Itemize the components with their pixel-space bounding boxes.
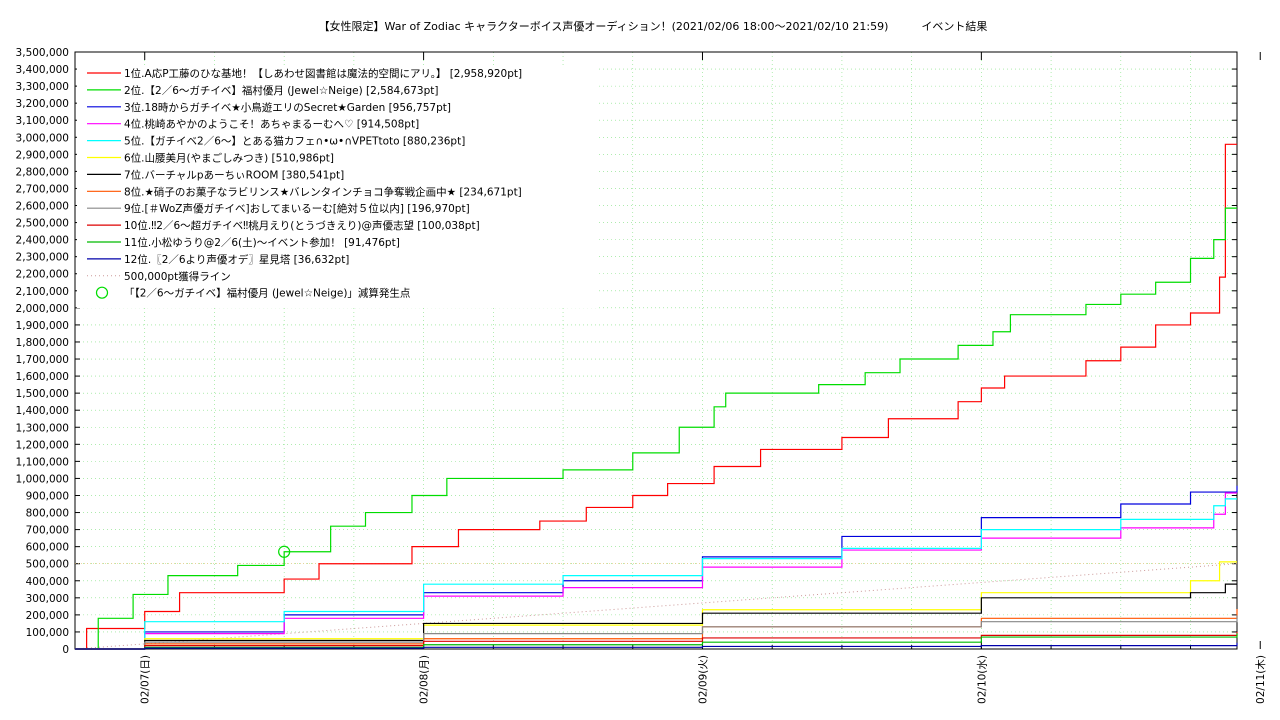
y-tick-label: 1,000,000 <box>16 473 69 485</box>
series-line-1 <box>75 143 1237 650</box>
y-tick-label: 2,800,000 <box>16 166 69 178</box>
y-tick-label: 0 <box>62 644 69 656</box>
y-tick-label: 500,000 <box>26 559 69 571</box>
legend-box <box>77 66 597 308</box>
legend-label: 7位.バーチャルpあーちぃROOM [380,541pt] <box>124 168 344 181</box>
y-tick-label: 400,000 <box>26 576 69 588</box>
y-tick-label: 2,300,000 <box>16 252 69 264</box>
y-tick-label: 300,000 <box>26 593 69 605</box>
x-tick-label: 02/09(火) <box>697 655 709 704</box>
y-tick-label: 3,300,000 <box>16 81 69 93</box>
series-line-9 <box>75 615 1238 650</box>
y-tick-label: 3,500,000 <box>16 47 69 59</box>
x-tick-label: 02/11(木) <box>1255 655 1267 704</box>
y-tick-label: 1,100,000 <box>16 456 69 468</box>
y-tick-label: 2,100,000 <box>16 286 69 298</box>
legend-label: 4位.桃崎あやかのようこそ！あちゃまるーむへ♡ [914,508pt] <box>124 118 419 131</box>
y-tick-label: 1,300,000 <box>16 422 69 434</box>
legend-label: 3位.18時からガチイベ★小鳥遊エリのSecret★Garden [956,75… <box>124 101 451 114</box>
series-lines <box>74 143 1238 650</box>
y-tick-label: 800,000 <box>26 508 69 520</box>
y-tick-label: 3,200,000 <box>16 98 69 110</box>
legend-label: 6位.山腰美月(やまごしみつき) [510,986pt] <box>124 152 334 165</box>
y-tick-label: 3,100,000 <box>16 115 69 127</box>
axes: 0 100,000 200,000 300,000 400,000 500,000 600,… <box>16 47 1268 704</box>
x-tick-label: 02/10(水) <box>976 655 988 704</box>
chart-title: 【女性限定】War of Zodiac キャラクターボイス声優オーディション！(… <box>319 19 988 33</box>
legend: 1位.A応P工藤のひな基地！【しあわせ図書館は魔法的空間にアリ。】 [2,958… <box>77 66 597 308</box>
y-tick-label: 1,400,000 <box>16 405 69 417</box>
legend-label: 10位.‼2／6〜超ガチイベ‼桃月えり(とうづきえり)@声優志望 [100,03… <box>124 219 480 232</box>
y-tick-label: 1,700,000 <box>16 354 69 366</box>
series-line-2 <box>75 207 1237 650</box>
series-line-6 <box>75 561 1237 650</box>
legend-label: 1位.A応P工藤のひな基地！【しあわせ図書館は魔法的空間にアリ。】 [2,958… <box>124 67 522 80</box>
y-tick-label: 2,900,000 <box>16 149 69 161</box>
y-tick-label: 100,000 <box>26 627 69 639</box>
y-tick-label: 3,400,000 <box>16 64 69 76</box>
legend-label: 12位.〖2／6より声優オデ〗星見塔 [36,632pt] <box>124 253 349 266</box>
y-tick-label: 2,700,000 <box>16 183 69 195</box>
legend-label: 500,000pt獲得ライン <box>124 270 231 283</box>
y-tick-label: 1,200,000 <box>16 439 69 451</box>
legend-label: 9位.[＃WoZ声優ガチイベ]おしてまいるーむ[絶対５位以内] [196,970… <box>124 202 470 215</box>
legend-label: 5位.【ガチイベ2／6〜】とある猫カフェ∩•ω•∩VPETtoto [880,2… <box>124 135 465 148</box>
series-line-4 <box>75 492 1237 650</box>
legend-label: 11位.小松ゆうり@2／6(土)〜イベント参加！ [91,476pt] <box>124 236 400 249</box>
y-tick-label: 2,400,000 <box>16 235 69 247</box>
series-line-5 <box>75 498 1237 650</box>
series-line-12 <box>75 642 1238 650</box>
legend-label: 8位.★硝子のお菓子なラビリンス★バレンタインチョコ争奪戦企画中★ [234,6… <box>124 185 522 198</box>
y-tick-label: 200,000 <box>26 610 69 622</box>
y-tick-label: 2,600,000 <box>16 201 69 213</box>
legend-label: 「【2／6〜ガチイベ】福村優月 (Jewel☆Neige)」減算発生点 <box>124 287 410 300</box>
plot-border <box>74 51 1238 650</box>
y-tick-label: 1,900,000 <box>16 320 69 332</box>
y-tick-label: 1,600,000 <box>16 371 69 383</box>
legend-label: 2位.【2／6〜ガチイベ】福村優月 (Jewel☆Neige) [2,584,6… <box>124 84 438 97</box>
y-tick-label: 2,000,000 <box>16 303 69 315</box>
x-tick-label: 02/08(月) <box>419 655 431 704</box>
y-tick-label: 1,500,000 <box>16 388 69 400</box>
y-tick-label: 900,000 <box>26 490 69 502</box>
y-tick-label: 600,000 <box>26 542 69 554</box>
series-line-7 <box>75 583 1237 650</box>
y-tick-label: 1,800,000 <box>16 337 69 349</box>
grid <box>75 52 1237 649</box>
x-tick-label: 02/07(日) <box>140 655 152 704</box>
legend-swatch <box>95 286 109 299</box>
reference-line <box>74 563 1238 650</box>
y-tick-label: 2,500,000 <box>16 218 69 230</box>
deduction-marker <box>278 545 291 558</box>
y-tick-label: 3,000,000 <box>16 132 69 144</box>
y-tick-label: 700,000 <box>26 525 69 537</box>
y-tick-label: 2,200,000 <box>16 269 69 281</box>
